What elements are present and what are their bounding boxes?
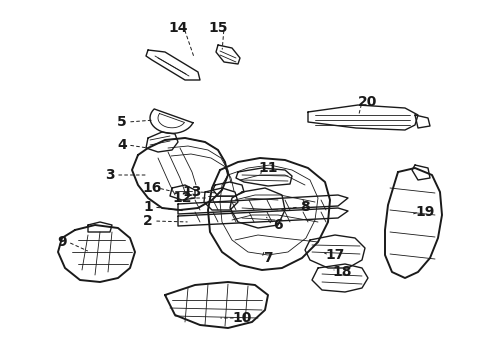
Polygon shape xyxy=(385,168,442,278)
Polygon shape xyxy=(88,222,112,232)
Text: 17: 17 xyxy=(325,248,344,262)
Text: 16: 16 xyxy=(142,181,162,195)
Polygon shape xyxy=(165,282,268,328)
Text: 4: 4 xyxy=(117,138,127,152)
Polygon shape xyxy=(132,138,228,210)
Text: 15: 15 xyxy=(208,21,228,35)
Polygon shape xyxy=(415,115,430,128)
Polygon shape xyxy=(204,188,238,210)
Text: 6: 6 xyxy=(273,218,283,232)
Polygon shape xyxy=(308,105,418,130)
Polygon shape xyxy=(412,165,430,180)
Text: 9: 9 xyxy=(57,235,67,249)
Polygon shape xyxy=(236,168,292,186)
Text: 8: 8 xyxy=(300,200,310,214)
Text: 11: 11 xyxy=(258,161,278,175)
Polygon shape xyxy=(216,45,240,64)
Polygon shape xyxy=(58,225,135,282)
Text: 2: 2 xyxy=(143,214,153,228)
Polygon shape xyxy=(146,50,200,80)
Polygon shape xyxy=(213,182,244,196)
Polygon shape xyxy=(178,195,348,214)
Polygon shape xyxy=(178,208,348,226)
Polygon shape xyxy=(146,132,178,152)
Polygon shape xyxy=(305,235,365,268)
Text: 7: 7 xyxy=(263,251,273,265)
Polygon shape xyxy=(170,185,195,200)
Text: 14: 14 xyxy=(168,21,188,35)
Polygon shape xyxy=(150,109,193,134)
Text: 1: 1 xyxy=(143,200,153,214)
Text: 13: 13 xyxy=(182,185,202,199)
Polygon shape xyxy=(230,188,285,228)
Text: 5: 5 xyxy=(117,115,127,129)
Text: 12: 12 xyxy=(172,191,192,205)
Polygon shape xyxy=(208,158,330,270)
Polygon shape xyxy=(312,264,368,292)
Text: 18: 18 xyxy=(332,265,352,279)
Text: 20: 20 xyxy=(358,95,378,109)
Text: 19: 19 xyxy=(416,205,435,219)
Text: 3: 3 xyxy=(105,168,115,182)
Text: 10: 10 xyxy=(232,311,252,325)
